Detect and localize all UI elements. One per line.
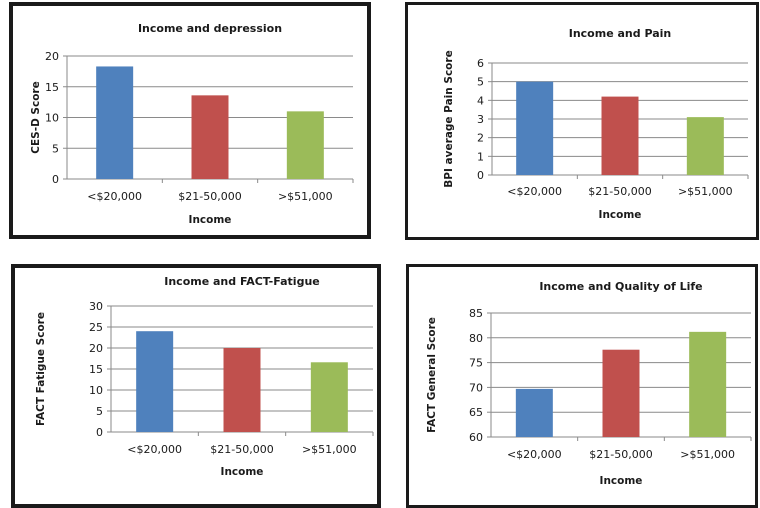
y-tick-label: 60 [469, 431, 483, 444]
x-tick-label: $21-50,000 [589, 448, 652, 461]
bar-fatigue-3 [310, 362, 348, 432]
bar-fatigue-1 [136, 331, 174, 432]
y-tick-label: 2 [477, 132, 484, 145]
y-tick-label: 0 [477, 169, 484, 182]
y-tick-label: 15 [89, 363, 103, 376]
x-tick-label: <$20,000 [127, 443, 182, 456]
bar-depression-3 [286, 111, 324, 179]
y-axis-label: FACT Fatigue Score [35, 312, 47, 426]
chart-title: Income and Pain [569, 27, 672, 40]
y-tick-label: 25 [89, 321, 103, 334]
chart-panel-income-quality-of-life: Income and Quality of Life 60 65 70 75 80 85 <$… [406, 264, 758, 508]
x-tick-label: >$51,000 [680, 448, 735, 461]
bar-depression-1 [96, 66, 134, 179]
y-tick-label: 15 [45, 81, 59, 94]
y-tick-label: 20 [45, 50, 59, 63]
bar-depression-2 [191, 95, 229, 179]
y-tick-label: 85 [469, 307, 483, 320]
x-axis-label: Income [221, 466, 264, 478]
y-tick-label: 4 [477, 94, 484, 107]
x-axis-label: Income [599, 209, 642, 221]
chart-panel-income-fatigue: Income and FACT-Fatigue 0 5 10 15 20 25 30 <$20,… [11, 264, 381, 508]
x-tick-label: >$51,000 [278, 190, 333, 203]
y-tick-label: 5 [96, 405, 103, 418]
y-tick-label: 30 [89, 300, 103, 313]
x-tick-label: <$20,000 [87, 190, 142, 203]
x-tick-label: $21-50,000 [178, 190, 241, 203]
x-tick-label: <$20,000 [507, 185, 562, 198]
x-tick-label: $21-50,000 [210, 443, 273, 456]
x-axis-label: Income [600, 475, 643, 487]
chart-panel-income-pain: Income and Pain 0 1 2 3 4 5 6 <$20,000 $21-50,000… [405, 2, 759, 240]
y-tick-label: 70 [469, 381, 483, 394]
x-axis-label: Income [189, 214, 232, 226]
y-tick-label: 5 [477, 76, 484, 89]
bar-quality-of-life-1 [515, 388, 553, 437]
y-tick-label: 10 [45, 112, 59, 125]
y-tick-label: 10 [89, 384, 103, 397]
y-tick-label: 1 [477, 150, 484, 163]
bar-quality-of-life-2 [602, 349, 640, 437]
x-tick-label: >$51,000 [302, 443, 357, 456]
y-tick-label: 80 [469, 332, 483, 345]
bar-pain-2 [601, 96, 639, 175]
bar-chart-income-pain: Income and Pain 0 1 2 3 4 5 6 <$20,000 $21-50,000… [443, 27, 749, 221]
y-tick-label: 65 [469, 406, 483, 419]
x-tick-label: <$20,000 [507, 448, 562, 461]
y-tick-label: 0 [96, 426, 103, 439]
chart-panel-income-depression: Income and depression 0 5 10 15 20 <$20,000 $21… [9, 2, 371, 239]
chart-title: Income and depression [138, 22, 282, 35]
chart-title: Income and FACT-Fatigue [164, 275, 320, 288]
bar-pain-1 [516, 81, 554, 175]
y-tick-label: 5 [52, 142, 59, 155]
bar-chart-income-fatigue: Income and FACT-Fatigue 0 5 10 15 20 25 30 <$20,… [35, 275, 374, 478]
bar-chart-income-quality-of-life: Income and Quality of Life 60 65 70 75 80 85 <$… [426, 280, 752, 487]
y-tick-label: 0 [52, 173, 59, 186]
y-axis-label: FACT General Score [426, 317, 438, 433]
bar-quality-of-life-3 [689, 331, 727, 437]
y-tick-label: 20 [89, 342, 103, 355]
x-tick-label: >$51,000 [678, 185, 733, 198]
bar-chart-income-depression: Income and depression 0 5 10 15 20 <$20,000 $21… [30, 22, 354, 226]
bar-fatigue-2 [223, 348, 261, 432]
y-tick-label: 6 [477, 57, 484, 70]
y-axis-label: CES-D Score [30, 81, 42, 153]
y-axis-label: BPI average Pain Score [443, 50, 455, 187]
x-tick-label: $21-50,000 [588, 185, 651, 198]
y-tick-label: 75 [469, 357, 483, 370]
y-tick-label: 3 [477, 113, 484, 126]
chart-title: Income and Quality of Life [539, 280, 702, 293]
bar-pain-3 [686, 117, 724, 175]
